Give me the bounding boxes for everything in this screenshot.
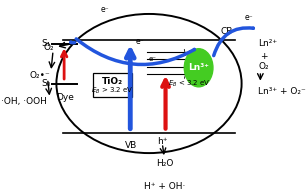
Ellipse shape bbox=[184, 49, 213, 87]
Text: $E_B$ < 3.2 eV: $E_B$ < 3.2 eV bbox=[168, 78, 210, 89]
Text: O₂: O₂ bbox=[258, 62, 269, 71]
Text: O₂: O₂ bbox=[43, 43, 54, 52]
Text: ·OH, ·OOH: ·OH, ·OOH bbox=[1, 97, 47, 106]
FancyArrowPatch shape bbox=[76, 39, 194, 64]
Text: H₂O: H₂O bbox=[156, 159, 173, 167]
Text: +: + bbox=[260, 52, 268, 61]
Text: Dye: Dye bbox=[56, 93, 74, 102]
Text: h⁺: h⁺ bbox=[157, 137, 167, 146]
Text: S₀: S₀ bbox=[42, 79, 51, 88]
Text: Ln²⁺: Ln²⁺ bbox=[258, 39, 277, 48]
Text: e⁻: e⁻ bbox=[136, 37, 145, 46]
Text: TiO₂: TiO₂ bbox=[102, 77, 123, 86]
Text: O₂•⁻: O₂•⁻ bbox=[29, 71, 50, 80]
Text: e⁻: e⁻ bbox=[149, 57, 157, 63]
Text: $E_B$ > 3.2 eV: $E_B$ > 3.2 eV bbox=[91, 86, 134, 96]
Text: Ln³⁺: Ln³⁺ bbox=[188, 63, 209, 72]
FancyBboxPatch shape bbox=[93, 73, 132, 97]
Text: H⁺ + OH·: H⁺ + OH· bbox=[144, 182, 185, 189]
FancyArrowPatch shape bbox=[214, 28, 253, 56]
FancyArrowPatch shape bbox=[71, 42, 75, 43]
Text: e⁻: e⁻ bbox=[101, 5, 109, 14]
Text: CB: CB bbox=[220, 27, 233, 36]
Text: Ln³⁺ + O₂⁻: Ln³⁺ + O₂⁻ bbox=[258, 87, 306, 96]
Text: e⁻: e⁻ bbox=[245, 13, 254, 22]
Text: VB: VB bbox=[125, 141, 137, 150]
Text: S₁: S₁ bbox=[42, 39, 51, 48]
